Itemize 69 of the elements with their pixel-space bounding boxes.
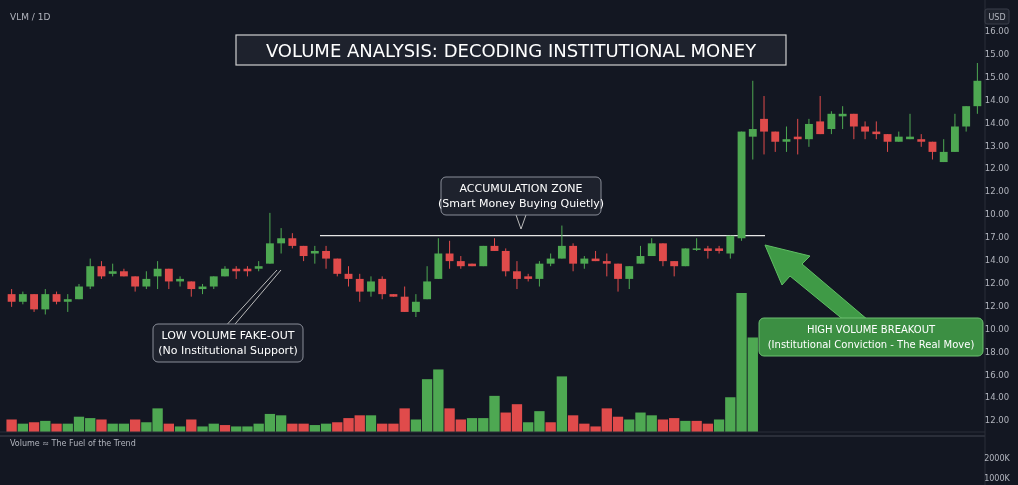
candlestick (557, 225, 566, 260)
text: 12.00 (984, 163, 1010, 174)
text: 14.00 (984, 392, 1010, 403)
candlestick (411, 293, 420, 318)
bar (680, 420, 691, 432)
candlestick (962, 105, 971, 133)
candlestick (715, 245, 724, 254)
candlestick (378, 275, 387, 300)
candlestick (265, 212, 274, 265)
bar (545, 422, 556, 432)
candlestick (760, 95, 768, 155)
candlestick (322, 245, 330, 270)
candlestick (535, 260, 544, 288)
text: 14.00 (984, 94, 1010, 105)
candlestick (153, 260, 162, 290)
candlestick (602, 253, 611, 277)
text: 2000K (984, 454, 1011, 463)
annotation: LOW VOLUME FAKE-OUT (No Institutional Support) (158, 329, 298, 357)
text: VLM / 1D (10, 12, 51, 22)
text: 10.00 (984, 209, 1010, 220)
candlestick (782, 126, 791, 153)
annotation: ACCUMULATION ZONE (Smart Money Buying Quietly) (437, 182, 605, 210)
text: 14.00 (984, 255, 1010, 265)
candlestick (816, 95, 825, 135)
bar (556, 376, 568, 432)
text: 16.00 (984, 26, 1010, 36)
candlestick (86, 258, 95, 290)
candlestick (501, 247, 510, 277)
candlestick (445, 240, 454, 270)
candlestick (849, 113, 858, 140)
text: 15.00 (984, 71, 1010, 82)
bar (96, 419, 107, 432)
text: 16.00 (984, 369, 1010, 380)
candlestick (41, 288, 50, 315)
candlestick (659, 242, 667, 267)
candlestick (748, 80, 757, 161)
candlestick (423, 265, 432, 300)
candlestick (614, 263, 622, 293)
candlestick (277, 227, 286, 254)
text: 1000K (984, 474, 1011, 483)
candlestick (625, 265, 634, 290)
text: 17.00 (984, 232, 1010, 243)
text: 18.00 (984, 346, 1010, 357)
candlestick (805, 118, 813, 148)
bar (51, 423, 62, 432)
candlestick (827, 110, 836, 135)
bar (129, 419, 141, 432)
text: 10.00 (984, 323, 1010, 334)
candlestick (703, 245, 712, 260)
text: USD (988, 13, 1006, 22)
candlestick (569, 242, 578, 272)
text: HIGH VOLUME BREAKOUT (Institutional Conviction - The Real Move) (767, 324, 975, 350)
candlestick (400, 286, 409, 313)
text: 12.00 (984, 415, 1010, 426)
bar (6, 419, 17, 432)
text: Volume ≈ The Fuel of the Trend (10, 439, 136, 448)
bar (365, 415, 377, 432)
candlestick (367, 275, 375, 298)
candlestick (861, 120, 870, 140)
bar (186, 419, 197, 432)
text: 12.00 (984, 186, 1010, 197)
candlestick (355, 273, 364, 303)
text: 14.00 (984, 117, 1010, 128)
text: 13.00 (984, 140, 1010, 151)
text: 12.00 (984, 300, 1010, 311)
chart-title: VOLUME ANALYSIS: DECODING INSTITUTIONAL MONEY (265, 40, 758, 61)
candlestick (513, 260, 521, 290)
text: 15.00 (984, 48, 1010, 59)
text: 12.00 (984, 277, 1010, 288)
